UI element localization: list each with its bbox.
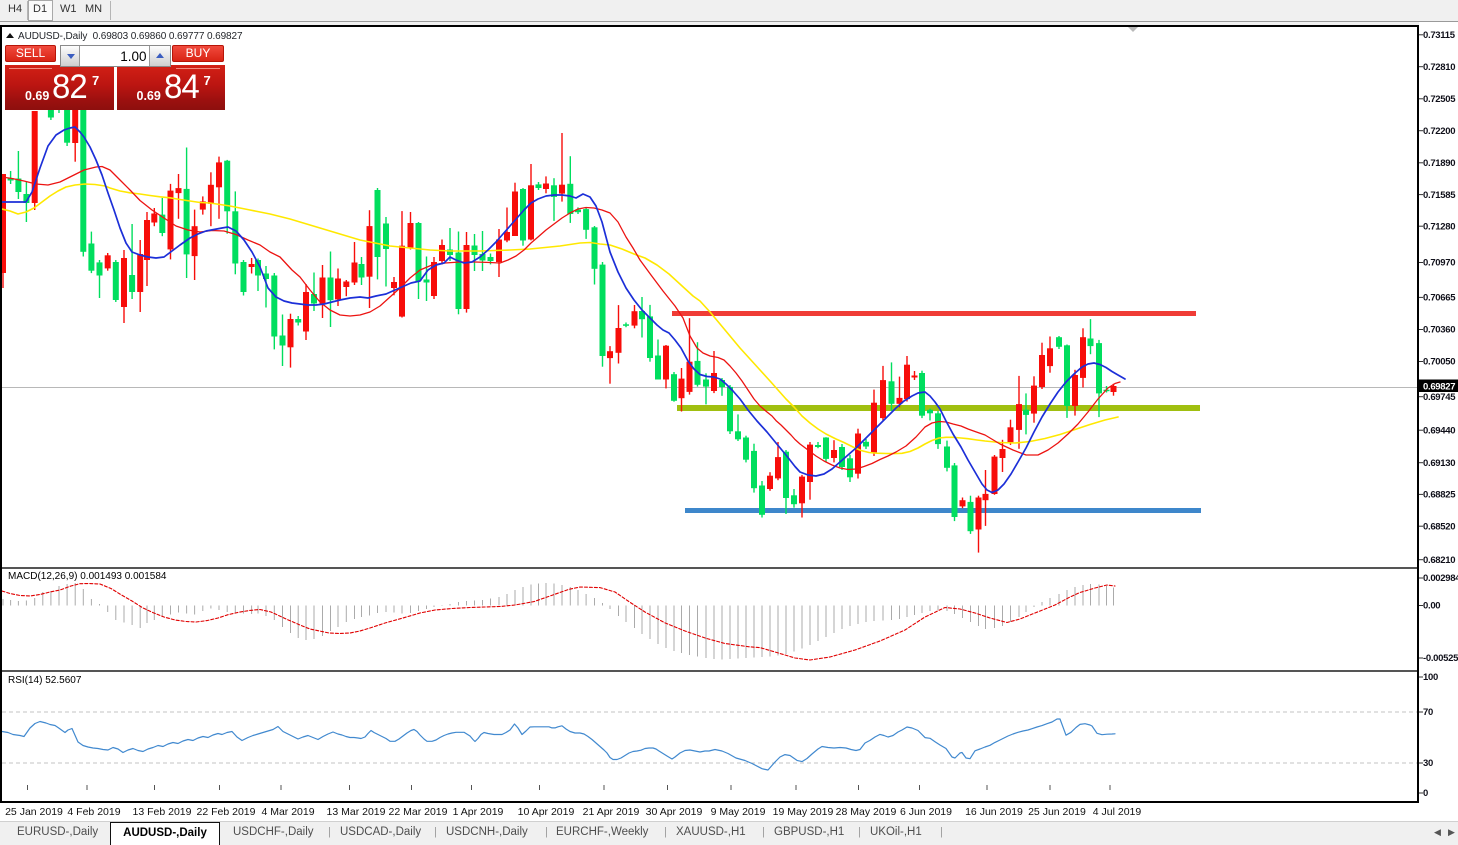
svg-text:0.69130: 0.69130 xyxy=(1423,458,1455,469)
svg-text:0.69827: 0.69827 xyxy=(1423,381,1455,392)
svg-text:0.002984: 0.002984 xyxy=(1423,573,1458,584)
svg-text:70: 70 xyxy=(1423,707,1433,718)
svg-text:100: 100 xyxy=(1423,672,1438,683)
svg-text:0.68210: 0.68210 xyxy=(1423,555,1455,566)
svg-text:30: 30 xyxy=(1423,758,1433,769)
svg-text:0.69745: 0.69745 xyxy=(1423,392,1456,403)
svg-text:0.70665: 0.70665 xyxy=(1423,293,1456,304)
svg-text:0.00: 0.00 xyxy=(1423,601,1440,612)
svg-text:0.70050: 0.70050 xyxy=(1423,357,1455,368)
svg-text:-0.005250: -0.005250 xyxy=(1423,653,1458,664)
svg-text:0.73115: 0.73115 xyxy=(1423,30,1456,41)
svg-text:0.71890: 0.71890 xyxy=(1423,158,1455,169)
svg-text:0.69440: 0.69440 xyxy=(1423,425,1455,436)
svg-text:0.71280: 0.71280 xyxy=(1423,221,1455,232)
svg-text:0.72200: 0.72200 xyxy=(1423,126,1455,137)
svg-text:0.70970: 0.70970 xyxy=(1423,258,1455,269)
svg-text:0.72810: 0.72810 xyxy=(1423,62,1455,73)
svg-text:0.68825: 0.68825 xyxy=(1423,490,1456,501)
svg-text:0.68520: 0.68520 xyxy=(1423,521,1455,532)
svg-text:0.71585: 0.71585 xyxy=(1423,190,1456,201)
svg-text:0.72505: 0.72505 xyxy=(1423,94,1456,105)
svg-text:0.70360: 0.70360 xyxy=(1423,325,1455,336)
svg-text:0: 0 xyxy=(1423,788,1428,799)
